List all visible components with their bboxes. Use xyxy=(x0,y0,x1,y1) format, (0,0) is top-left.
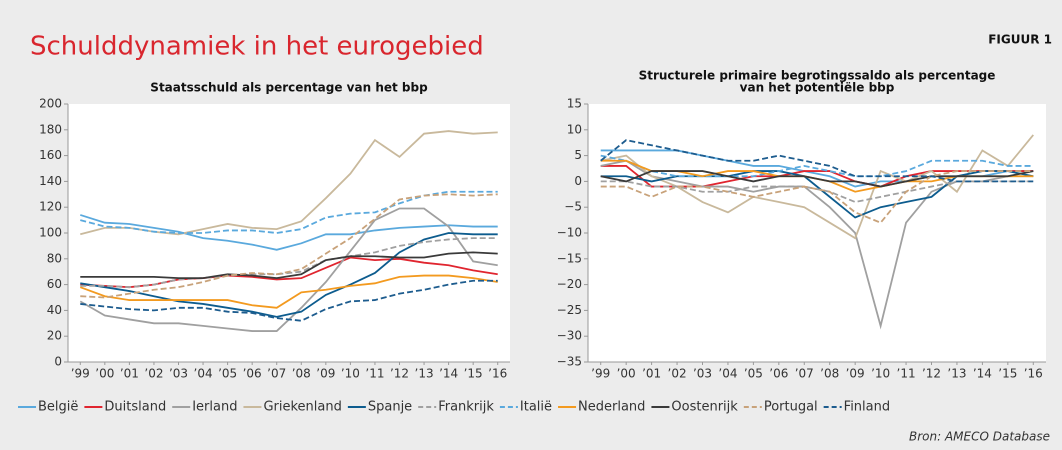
y-tick-label: 200 xyxy=(39,97,62,111)
x-tick-label: ’12 xyxy=(922,367,941,381)
x-tick-label: ’00 xyxy=(95,367,114,381)
series-line xyxy=(80,130,498,236)
y-tick-label: 160 xyxy=(39,148,62,162)
x-tick-label: ’16 xyxy=(1024,367,1043,381)
y-tick-label: −25 xyxy=(557,303,582,317)
x-tick-label: ’08 xyxy=(820,367,839,381)
legend-label: Spanje xyxy=(368,400,412,415)
series-line xyxy=(600,139,1034,183)
y-tick-label: −35 xyxy=(557,355,582,369)
legend-label: Italië xyxy=(520,400,552,415)
chart-title: Structurele primaire begrotingssaldo als… xyxy=(639,69,996,83)
legend-label: Finland xyxy=(844,400,890,415)
x-tick-label: ’16 xyxy=(488,367,507,381)
series-line xyxy=(600,180,1034,203)
y-tick-label: 40 xyxy=(47,303,62,317)
y-tick-label: 0 xyxy=(54,355,62,369)
x-tick-label: ’02 xyxy=(668,367,687,381)
plot-area xyxy=(588,104,1046,362)
legend-label: Oostenrijk xyxy=(671,400,738,415)
y-tick-label: −15 xyxy=(557,251,582,265)
series-line xyxy=(79,274,498,309)
source: Bron: AMECO Database xyxy=(909,430,1050,444)
chart-title: van het potentiële bbp xyxy=(740,81,895,95)
series-line xyxy=(600,154,1034,178)
series-line xyxy=(80,214,498,251)
series-line xyxy=(80,279,498,322)
x-tick-label: ’07 xyxy=(795,367,814,381)
x-tick-label: ’03 xyxy=(693,367,712,381)
y-tick-label: 100 xyxy=(39,226,62,240)
legend-label: Frankrijk xyxy=(438,400,494,415)
x-tick-label: ’09 xyxy=(846,367,865,381)
plot-area xyxy=(68,104,510,362)
y-tick-label: 20 xyxy=(47,329,62,343)
legend-label: België xyxy=(38,400,78,415)
figure-number: FIGUUR 1 xyxy=(988,33,1052,47)
x-tick-label: ’13 xyxy=(947,367,966,381)
x-tick-label: ’15 xyxy=(998,367,1017,381)
x-tick-label: ’05 xyxy=(218,367,237,381)
y-tick-label: 140 xyxy=(39,174,62,188)
series-line xyxy=(600,134,1034,240)
x-tick-label: ’15 xyxy=(464,367,483,381)
series-line xyxy=(80,232,498,318)
legend-label: Duitsland xyxy=(104,400,166,415)
x-tick-label: ’06 xyxy=(243,367,262,381)
x-tick-label: ’14 xyxy=(973,367,992,381)
x-tick-label: ’06 xyxy=(769,367,788,381)
y-tick-label: −5 xyxy=(564,200,582,214)
series-line xyxy=(600,170,1034,188)
x-tick-label: ’04 xyxy=(718,367,737,381)
y-tick-label: 60 xyxy=(47,277,62,291)
x-tick-label: ’03 xyxy=(169,367,188,381)
x-tick-label: ’01 xyxy=(642,367,661,381)
x-tick-label: ’11 xyxy=(897,367,916,381)
legend-label: Nederland xyxy=(578,400,645,415)
chart-title: Staatsschuld als percentage van het bbp xyxy=(150,81,428,95)
x-tick-label: ’10 xyxy=(341,367,360,381)
series-line xyxy=(80,237,498,289)
x-tick-label: ’05 xyxy=(744,367,763,381)
x-tick-label: ’07 xyxy=(267,367,286,381)
y-tick-label: 15 xyxy=(567,97,582,111)
x-tick-label: ’04 xyxy=(194,367,213,381)
legend-label: Griekenland xyxy=(263,400,341,415)
x-tick-label: ’00 xyxy=(617,367,636,381)
x-tick-label: ’09 xyxy=(316,367,335,381)
x-tick-label: ’12 xyxy=(390,367,409,381)
y-tick-label: 180 xyxy=(39,122,62,136)
x-tick-label: ’11 xyxy=(365,367,384,381)
y-tick-label: −20 xyxy=(557,277,582,291)
figure-title: Schulddynamiek in het eurogebied xyxy=(30,32,484,62)
series-line xyxy=(80,193,498,299)
x-tick-label: ’08 xyxy=(292,367,311,381)
x-tick-label: ’02 xyxy=(144,367,163,381)
y-tick-label: 80 xyxy=(47,251,62,265)
y-tick-label: 0 xyxy=(574,174,582,188)
x-tick-label: ’99 xyxy=(591,367,610,381)
y-tick-label: −10 xyxy=(557,226,582,240)
x-tick-label: ’10 xyxy=(871,367,890,381)
series-line xyxy=(600,170,1034,224)
y-tick-label: 10 xyxy=(567,122,582,136)
y-tick-label: 5 xyxy=(574,148,582,162)
x-tick-label: ’14 xyxy=(439,367,458,381)
x-tick-label: ’01 xyxy=(120,367,139,381)
x-tick-label: ’13 xyxy=(415,367,434,381)
legend-label: Ierland xyxy=(192,400,237,415)
y-tick-label: −30 xyxy=(557,329,582,343)
legend-label: Portugal xyxy=(764,400,818,415)
series-line xyxy=(80,251,498,280)
y-tick-label: 120 xyxy=(39,200,62,214)
x-tick-label: ’99 xyxy=(71,367,90,381)
series-line xyxy=(80,256,498,289)
